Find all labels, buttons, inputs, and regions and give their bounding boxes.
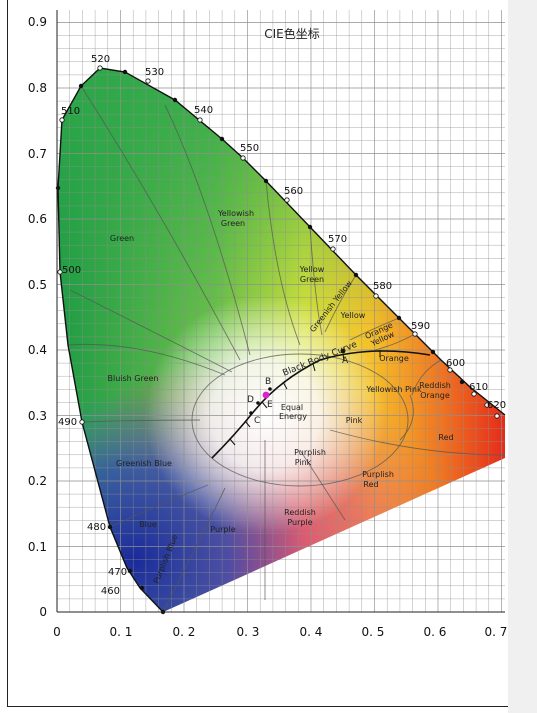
colour-fill	[58, 68, 505, 612]
y-tick-label: 0.4	[28, 343, 47, 357]
point-label: E	[267, 400, 273, 410]
region-label: Purple	[210, 525, 235, 534]
black-body-ticks	[229, 350, 381, 446]
wavelength-label: 560	[284, 186, 303, 197]
region-label: Green	[110, 234, 134, 243]
x-tick-label: 0. 4	[300, 625, 323, 639]
wavelength-label: 460	[101, 586, 120, 597]
y-tick-label: 0.1	[28, 540, 47, 554]
wavelength-label: 540	[194, 105, 213, 116]
region-label: Reddish Purple	[284, 508, 316, 527]
equal-energy-marker	[262, 391, 270, 399]
wavelength-label: 500	[62, 265, 81, 276]
equal-energy-label: Equal Energy	[279, 403, 307, 421]
point-label: A	[342, 356, 349, 366]
region-label: Blue	[139, 520, 157, 529]
y-tick-label: 0	[39, 605, 47, 619]
x-tick-label: 0. 6	[424, 625, 447, 639]
x-tick-label: 0. 3	[237, 625, 260, 639]
point-b-marker	[268, 387, 272, 391]
y-tick-label: 0.9	[28, 15, 47, 29]
wavelength-label: 530	[145, 67, 164, 78]
wavelength-label: 580	[373, 281, 392, 292]
x-tick-labels: 0 0. 1 0. 2 0. 3 0. 4 0. 5 0. 6 0. 7	[53, 625, 507, 639]
region-label: Pink	[346, 416, 363, 425]
region-label: Yellow	[340, 311, 366, 320]
region-label: Purplish Red	[362, 470, 394, 489]
region-label: Red	[438, 433, 453, 442]
wavelength-label: 590	[411, 321, 430, 332]
wavelength-label: 570	[328, 234, 347, 245]
right-margin-strip	[508, 0, 537, 713]
x-tick-label: 0. 7	[485, 625, 508, 639]
point-d-marker	[256, 401, 260, 405]
region-label: Bluish Green	[107, 374, 158, 383]
y-tick-label: 0.7	[28, 147, 47, 161]
x-tick-label: 0. 2	[173, 625, 196, 639]
region-label: Greenish Blue	[116, 459, 172, 468]
wavelength-label: 520	[91, 54, 110, 65]
diagram-title: CIE色坐标	[264, 27, 320, 41]
wavelength-label: 470	[108, 567, 127, 578]
region-label: Reddish Orange	[419, 381, 451, 400]
point-a-marker	[340, 348, 346, 354]
region-label: Yellowish Pink	[365, 385, 422, 394]
left-border	[7, 0, 8, 707]
point-c-marker	[249, 411, 253, 415]
locus-markers	[55, 65, 500, 615]
black-body-curve	[211, 350, 431, 459]
x-tick-label: 0. 1	[110, 625, 133, 639]
y-tick-label: 0.3	[28, 409, 47, 423]
wavelength-label: 610	[469, 382, 488, 393]
region-label: Yellowish Green	[217, 209, 254, 228]
y-tick-label: 0.6	[28, 212, 47, 226]
point-label: D	[247, 395, 254, 405]
wavelength-label: 620	[487, 400, 506, 411]
wavelength-label: 490	[58, 417, 77, 428]
wavelength-label: 550	[240, 143, 259, 154]
wavelength-label: 600	[446, 358, 465, 369]
region-boundaries	[67, 85, 506, 613]
region-label: Purplish Pink	[294, 448, 326, 467]
region-label: Yellow Green	[299, 265, 325, 284]
wavelength-label: 480	[87, 522, 106, 533]
region-label: Orange	[379, 354, 409, 363]
point-labels: A B C D E	[247, 356, 349, 426]
y-tick-label: 0.2	[28, 474, 47, 488]
point-label: C	[254, 416, 260, 426]
y-tick-label: 0.8	[28, 81, 47, 95]
grid	[56, 10, 505, 613]
wavelength-label: 510	[61, 106, 80, 117]
y-tick-labels: 0.9 0.8 0.7 0.6 0.5 0.4 0.3 0.2 0.1 0	[28, 15, 47, 619]
y-tick-label: 0.5	[28, 278, 47, 292]
point-label: B	[265, 377, 271, 387]
wavelength-labels: 460 470 480 490 500 510 520 530 540 550 …	[58, 54, 506, 597]
bottom-border	[8, 706, 508, 707]
x-tick-label: 0. 5	[362, 625, 385, 639]
x-tick-label: 0	[53, 625, 61, 639]
